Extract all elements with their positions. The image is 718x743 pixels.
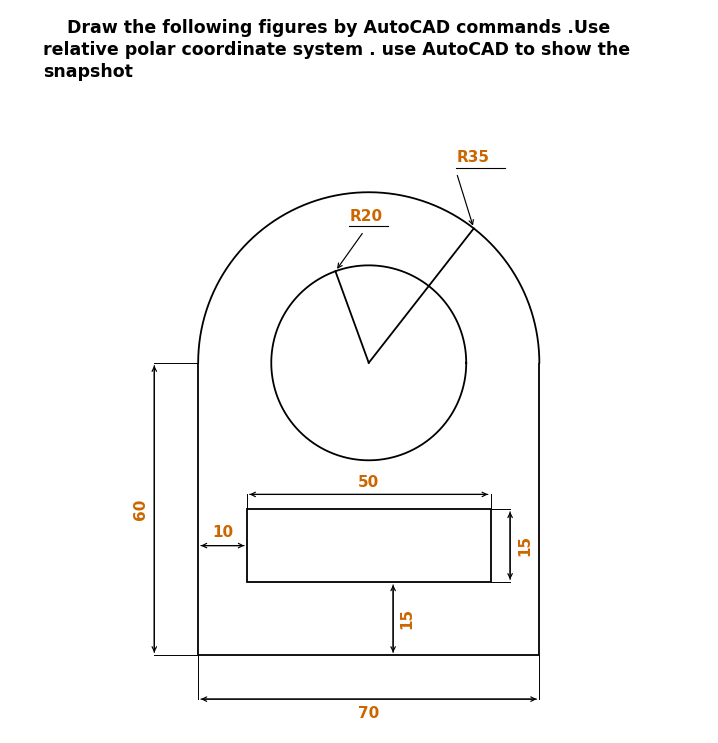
Text: 15: 15 <box>399 609 414 629</box>
Text: 10: 10 <box>212 525 233 539</box>
Text: relative polar coordinate system . use AutoCAD to show the: relative polar coordinate system . use A… <box>43 41 630 59</box>
Text: 70: 70 <box>358 707 379 721</box>
Text: 50: 50 <box>358 475 379 490</box>
Text: 15: 15 <box>518 535 533 557</box>
Text: Draw the following figures by AutoCAD commands .Use: Draw the following figures by AutoCAD co… <box>43 19 610 36</box>
Bar <box>247 509 490 583</box>
Text: R35: R35 <box>457 150 490 166</box>
Text: snapshot: snapshot <box>43 63 133 81</box>
Text: 60: 60 <box>134 499 149 520</box>
Text: R20: R20 <box>349 209 383 224</box>
